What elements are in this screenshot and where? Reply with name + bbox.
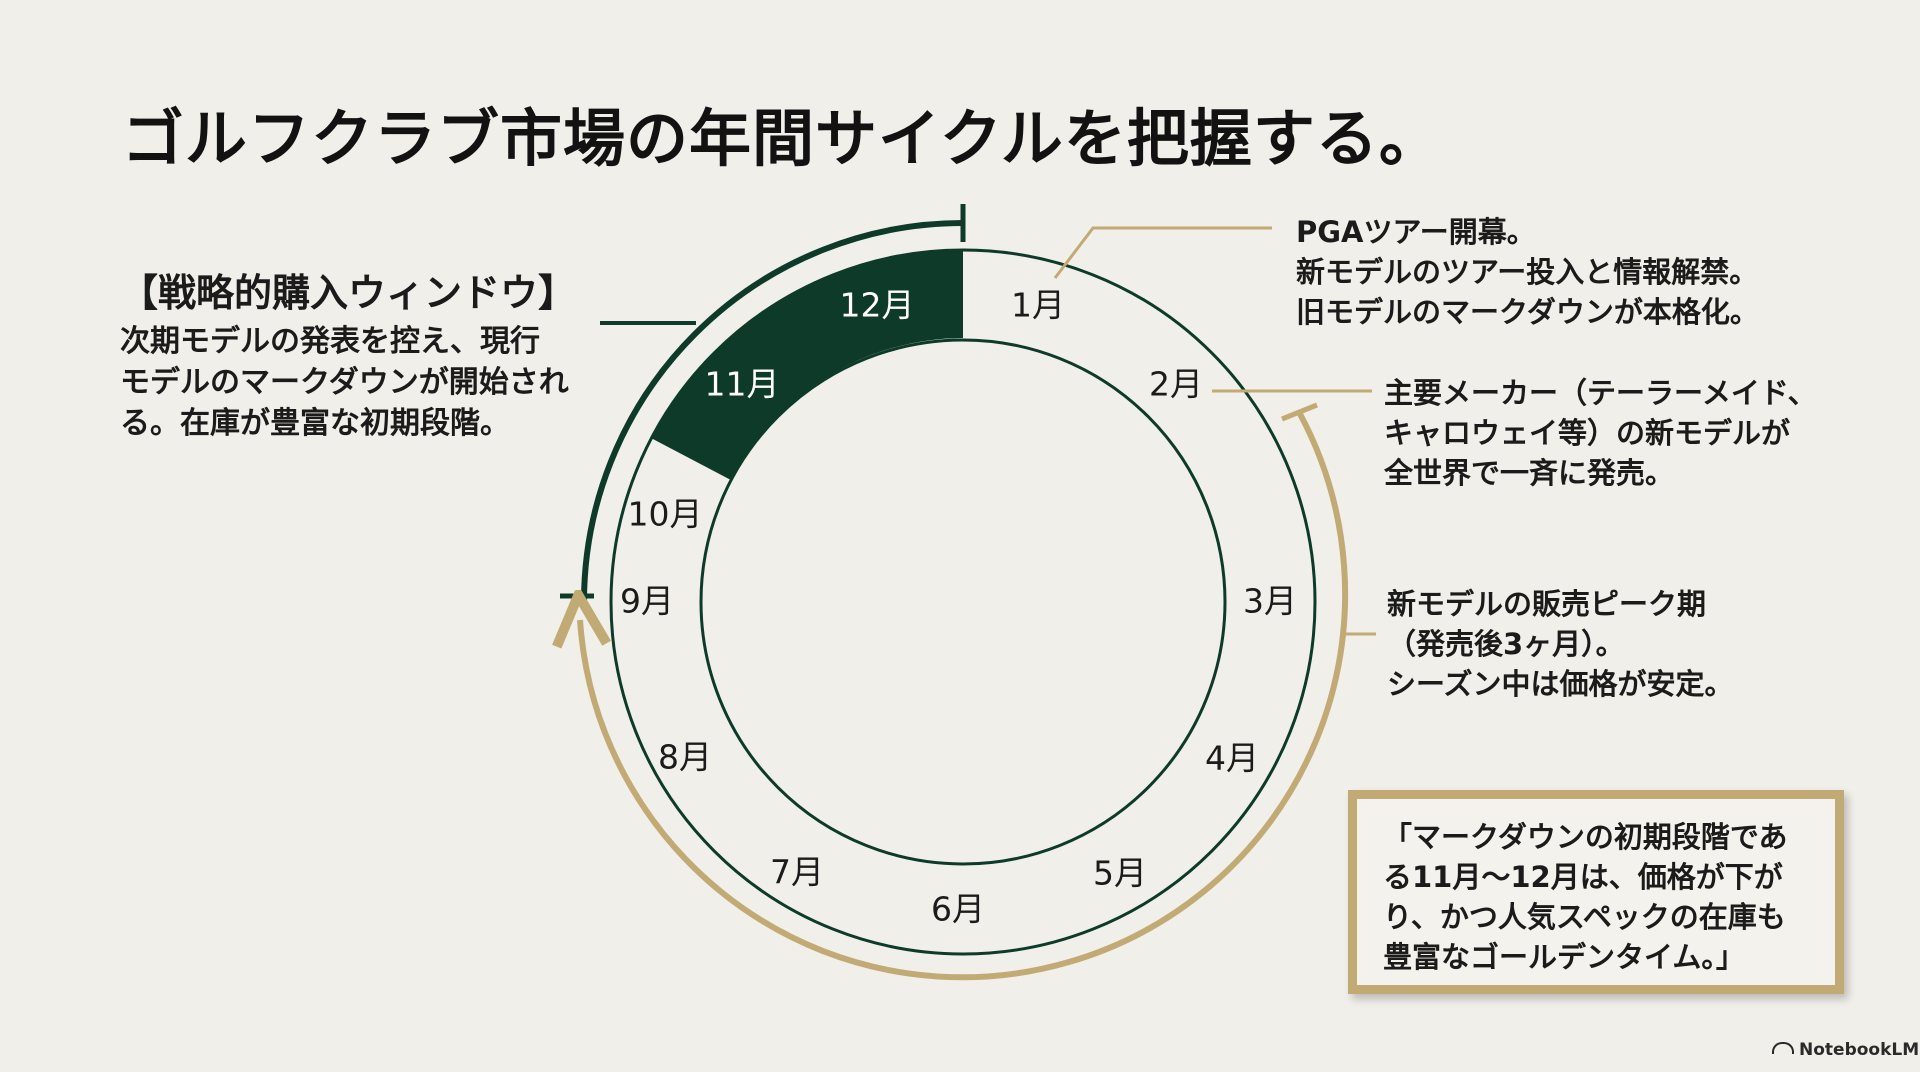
quote-line: 豊富なゴールデンタイム。」: [1383, 940, 1745, 974]
quote-line: り、かつ人気スペックの在庫も: [1383, 900, 1786, 934]
month-label-jan: 1月: [1011, 286, 1065, 325]
quote-line: 「マークダウンの初期段階であ: [1383, 820, 1788, 854]
february-note-line: 全世界で一斉に発売。: [1384, 456, 1675, 490]
month-label-dec: 12月: [840, 286, 915, 325]
notebooklm-watermark: NotebookLM: [1772, 1040, 1919, 1060]
month-label-oct: 10月: [628, 495, 703, 534]
month-label-feb: 2月: [1149, 365, 1203, 404]
sales-peak-note: 新モデルの販売ピーク期 （発売後3ヶ月）。 シーズン中は価格が安定。: [1387, 584, 1734, 704]
leader-line-jan: [1053, 226, 1272, 279]
notebooklm-logo-icon: [1772, 1042, 1794, 1054]
brand-label: NotebookLM: [1799, 1040, 1920, 1060]
month-label-may: 5月: [1093, 854, 1147, 893]
month-label-sep: 9月: [620, 582, 674, 621]
purchase-window-callout: 【戦略的購入ウィンドウ】 次期モデルの発表を控え、現行 モデルのマークダウンが開…: [120, 262, 610, 444]
sales-arc-start-tick: [1281, 402, 1318, 422]
purchase-window-line: る。在庫が豊富な初期段階。: [120, 406, 510, 441]
purchase-window-heading: 【戦略的購入ウィンドウ】: [120, 271, 577, 315]
month-label-aug: 8月: [658, 738, 712, 777]
purchase-window-line: 次期モデルの発表を控え、現行: [120, 324, 540, 359]
sales-peak-note-line: 新モデルの販売ピーク期: [1387, 587, 1707, 621]
month-label-apr: 4月: [1205, 739, 1259, 778]
month-label-jul: 7月: [770, 853, 824, 892]
sales-peak-note-line: （発売後3ヶ月）。: [1387, 627, 1625, 661]
purchase-window-line: モデルのマークダウンが開始され: [120, 365, 569, 400]
month-label-nov: 11月: [705, 365, 780, 404]
sales-cycle-arc: [580, 410, 1349, 981]
window-sector: [651, 249, 963, 481]
month-label-jun: 6月: [931, 890, 985, 929]
golden-time-quote-box: 「マークダウンの初期段階であ る11月～12月は、価格が下が り、かつ人気スペッ…: [1348, 790, 1844, 994]
month-labels: 1月 2月 3月 4月 5月 6月 7月 8月 9月 10月 11月 12月: [620, 286, 1297, 929]
page-title: ゴルフクラブ市場の年間サイクルを把握する。: [122, 102, 1442, 175]
purchase-window-description: 次期モデルの発表を控え、現行 モデルのマークダウンが開始され る。在庫が豊富な初…: [120, 321, 610, 444]
quote-line: る11月～12月は、価格が下が: [1383, 860, 1783, 894]
january-note-line: PGAツアー開幕。: [1296, 215, 1536, 249]
february-note: 主要メーカー（テーラーメイド、 キャロウェイ等）の新モデルが 全世界で一斉に発売…: [1384, 373, 1817, 493]
january-note-line: 新モデルのツアー投入と情報解禁。: [1296, 255, 1759, 289]
february-note-line: キャロウェイ等）の新モデルが: [1384, 416, 1791, 450]
february-note-line: 主要メーカー（テーラーメイド、: [1384, 376, 1817, 410]
golden-time-quote: 「マークダウンの初期段階であ る11月～12月は、価格が下が り、かつ人気スペッ…: [1383, 817, 1833, 977]
january-note: PGAツアー開幕。 新モデルのツアー投入と情報解禁。 旧モデルのマークダウンが本…: [1296, 212, 1759, 332]
inner-ring: [699, 338, 1227, 866]
january-note-line: 旧モデルのマークダウンが本格化。: [1296, 295, 1759, 329]
month-label-mar: 3月: [1243, 582, 1297, 621]
purchase-window-arc: [581, 220, 964, 603]
sales-peak-note-line: シーズン中は価格が安定。: [1387, 667, 1734, 701]
outer-ring: [609, 248, 1317, 956]
